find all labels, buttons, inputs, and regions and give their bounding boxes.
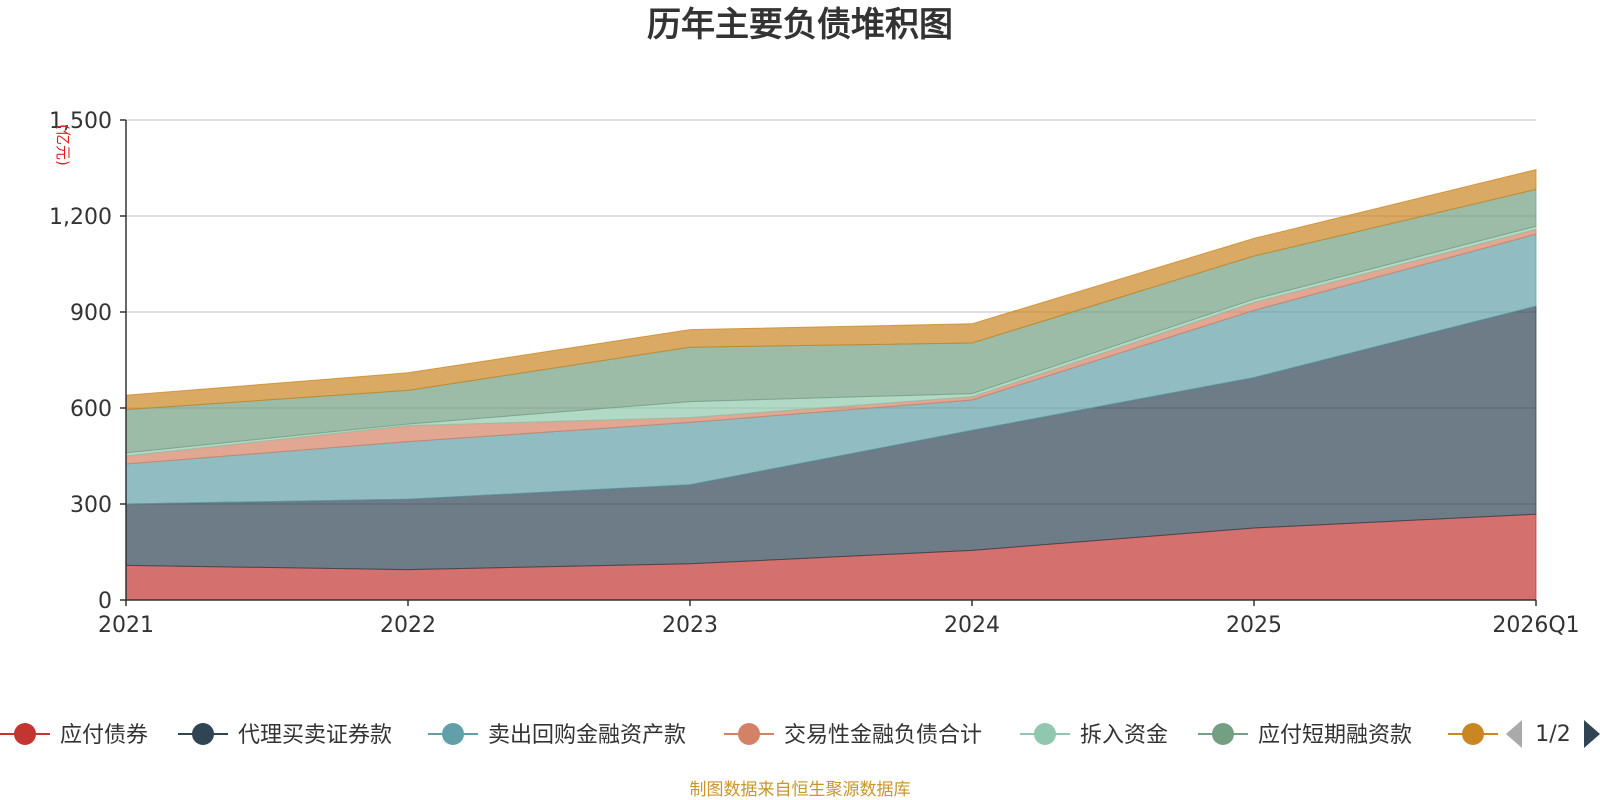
y-tick-label: 1,200 <box>49 205 112 230</box>
y-tick-labels: 0 300 600 900 1,200 1,500 <box>49 109 126 614</box>
legend-swatch-marker <box>442 723 464 745</box>
legend-swatch-marker <box>738 723 760 745</box>
area-series-6[interactable] <box>125 168 1537 411</box>
legend-pager: 1/2 <box>1506 720 1600 748</box>
legend-item-3[interactable]: 交易性金融负债合计 <box>724 723 982 748</box>
y-tick-label: 300 <box>70 493 112 518</box>
legend-prev-arrow-icon[interactable] <box>1506 720 1522 748</box>
x-tick-label: 2025 <box>1226 613 1282 638</box>
legend-swatch-marker <box>1462 723 1484 745</box>
legend-label: 代理买卖证券款 <box>238 723 392 748</box>
legend-swatch-marker <box>192 723 214 745</box>
x-tick-label: 2023 <box>662 613 718 638</box>
legend-item-5[interactable]: 应付短期融资款 <box>1198 723 1412 748</box>
legend: 应付债券 代理买卖证券款 卖出回购金融资产款 交易性金融负债合计 拆入资金 应付短期融资款 <box>0 723 1498 748</box>
legend-swatch-marker <box>14 723 36 745</box>
legend-label: 应付短期融资款 <box>1258 723 1412 748</box>
x-tick-label: 2026Q1 <box>1492 613 1579 638</box>
y-tick-label: 600 <box>70 397 112 422</box>
y-tick-label: 900 <box>70 301 112 326</box>
y-tick-label: 1,500 <box>49 109 112 134</box>
legend-next-arrow-icon[interactable] <box>1584 720 1600 748</box>
x-tick-labels: 2021 2022 2023 2024 2025 2026Q1 <box>98 600 1580 638</box>
legend-swatch-marker <box>1034 723 1056 745</box>
legend-item-6[interactable] <box>1448 723 1498 745</box>
y-tick-label: 0 <box>98 589 112 614</box>
legend-label: 交易性金融负债合计 <box>784 723 982 748</box>
legend-item-1[interactable]: 代理买卖证券款 <box>178 723 392 748</box>
legend-item-0[interactable]: 应付债券 <box>0 723 148 748</box>
x-tick-label: 2021 <box>98 613 154 638</box>
legend-page-indicator: 1/2 <box>1535 722 1570 747</box>
legend-label: 卖出回购金融资产款 <box>488 723 686 748</box>
chart-title: 历年主要负债堆积图 <box>647 5 953 45</box>
legend-label: 应付债券 <box>60 723 148 748</box>
legend-item-2[interactable]: 卖出回购金融资产款 <box>428 723 686 748</box>
x-tick-label: 2022 <box>380 613 436 638</box>
legend-item-4[interactable]: 拆入资金 <box>1020 723 1168 748</box>
legend-swatch-marker <box>1212 723 1234 745</box>
axes <box>125 120 1536 601</box>
legend-label: 拆入资金 <box>1080 723 1168 748</box>
x-tick-label: 2024 <box>944 613 1000 638</box>
y-axis-unit-label: (亿元) <box>54 124 72 166</box>
series-areas <box>125 168 1537 601</box>
source-note: 制图数据来自恒生聚源数据库 <box>690 780 911 800</box>
